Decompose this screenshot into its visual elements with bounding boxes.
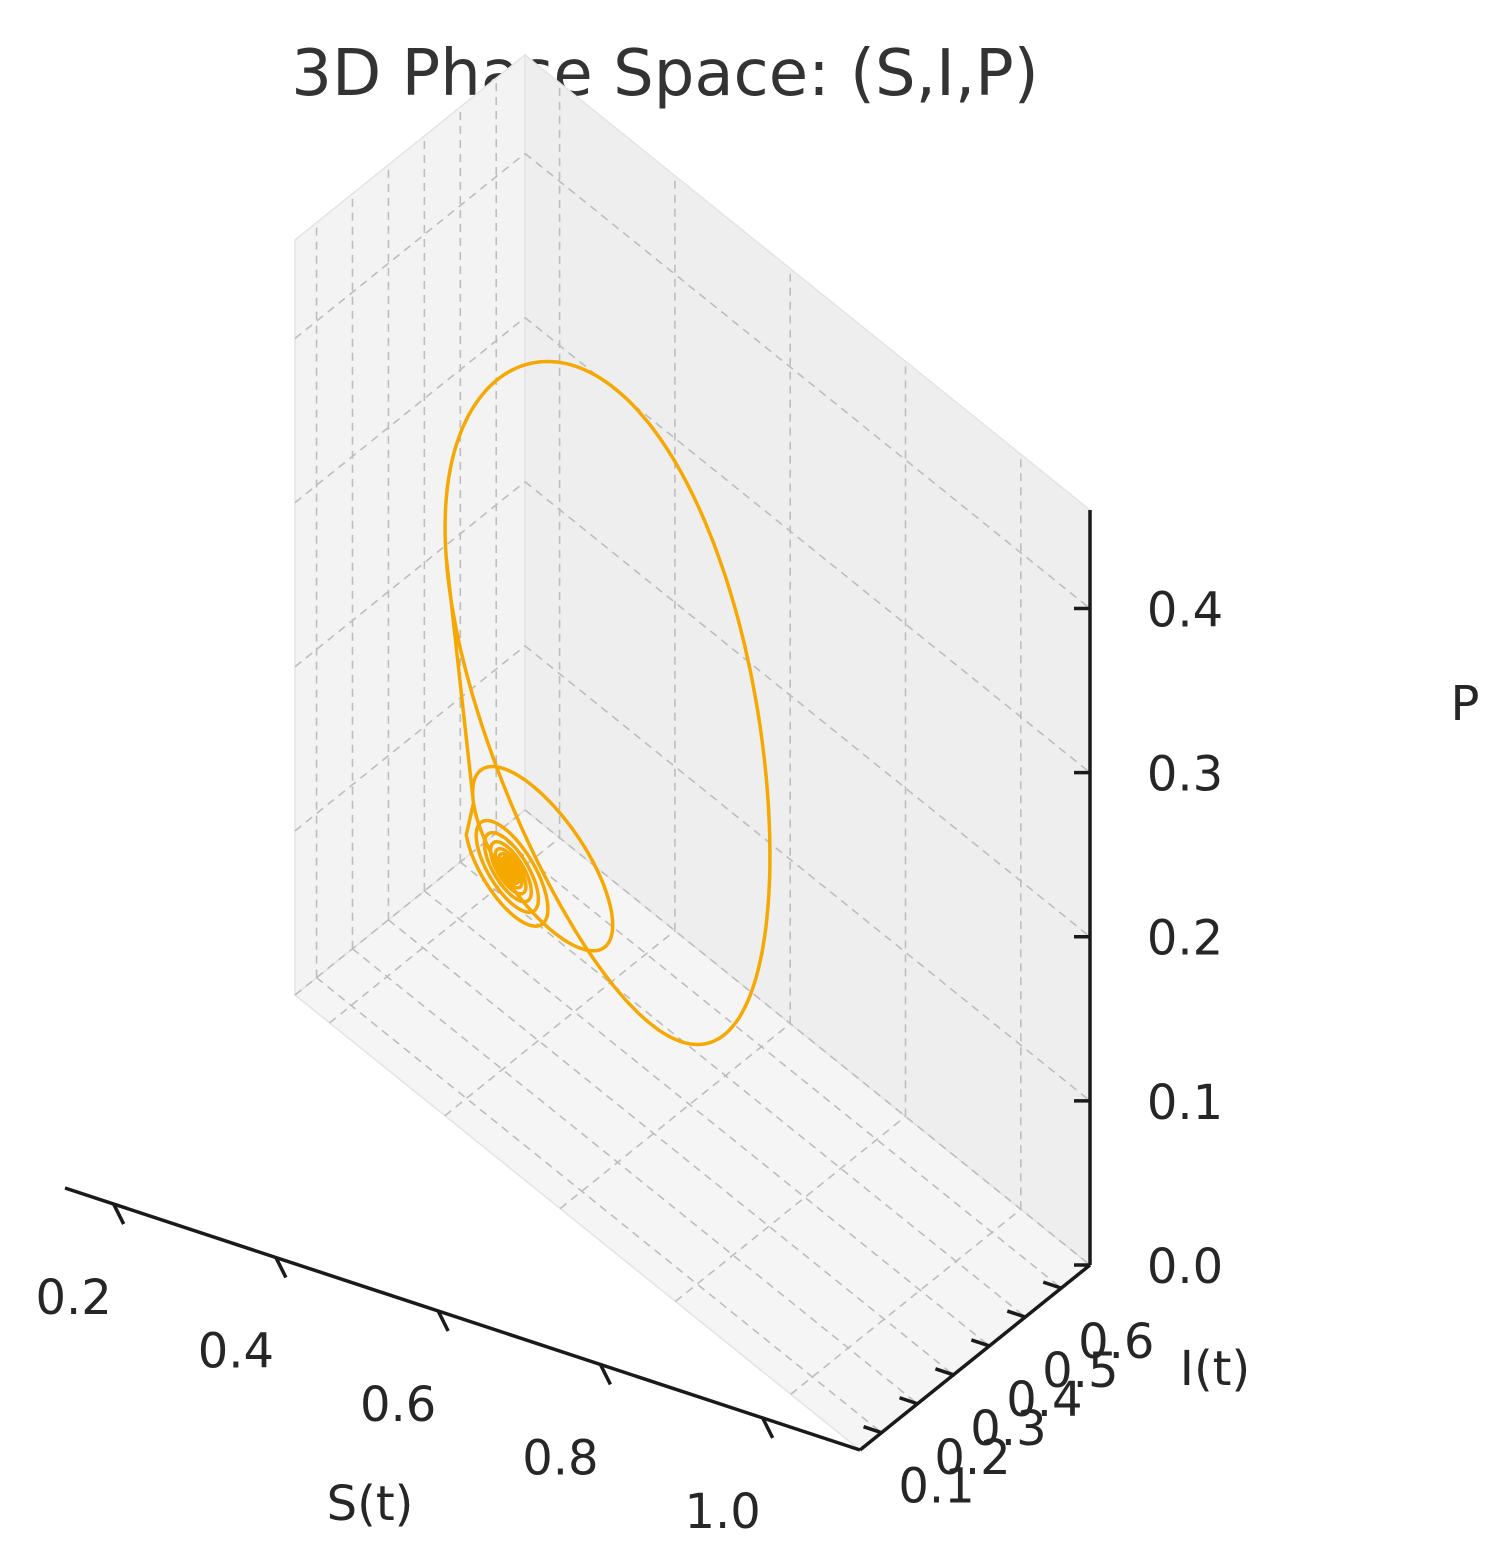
y-axis-label: I(t) (1180, 1341, 1250, 1397)
grid-side-z (294, 316, 526, 504)
grid-back-z (524, 316, 1091, 774)
y-tick-mark (863, 1424, 883, 1435)
tick-labels: 0.20.40.60.81.0 0.10.20.30.40.50.60.00.10… (36, 582, 1224, 1539)
trajectory-series (443, 359, 772, 1047)
chart-title: 3D Phase Space: (S,I,P) (291, 37, 1038, 111)
y-tick-mark (1042, 1280, 1062, 1290)
x-tick-mark (274, 1256, 288, 1279)
grid-floor-y (495, 832, 1062, 1289)
y-tick-mark (934, 1367, 954, 1377)
x-tick-mark (436, 1310, 450, 1332)
z-tick-label: 0.2 (1147, 911, 1223, 967)
x-tick-label: 0.2 (36, 1270, 112, 1326)
y-tick-label: 0.4 (1006, 1372, 1082, 1428)
z-tick-label: 0.1 (1147, 1075, 1223, 1131)
grid-floor-x (444, 930, 676, 1117)
y-tick-label: 0.3 (970, 1401, 1046, 1457)
y-tick-label: 0.6 (1078, 1314, 1154, 1370)
grid-floor-x (790, 1208, 1022, 1395)
grid-back-z (524, 481, 1091, 938)
grid-back-z (524, 645, 1091, 1102)
y-axis-line (858, 1263, 1092, 1452)
x-axis-label: S(t) (327, 1476, 414, 1532)
grid-floor-x (675, 1115, 907, 1303)
y-tick-label: 0.1 (898, 1459, 974, 1515)
x-tick-mark (598, 1363, 612, 1386)
trajectory-line (443, 359, 772, 1047)
x-tick-label: 0.6 (360, 1377, 436, 1433)
x-tick-label: 0.8 (522, 1430, 598, 1486)
x-tick-mark (761, 1417, 775, 1439)
grid-side-z (294, 481, 526, 668)
grid-floor-y (459, 861, 1026, 1318)
y-tick-mark (970, 1338, 990, 1348)
grid-side-z (294, 645, 526, 832)
z-tick-label: 0.4 (1147, 582, 1223, 638)
y-tick-label: 0.2 (934, 1430, 1010, 1486)
grid-floor-x (559, 1022, 791, 1210)
grid-lines (294, 78, 1091, 1434)
grid-floor-y (316, 977, 883, 1434)
x-tick-mark (112, 1203, 126, 1225)
y-tick-mark (1006, 1309, 1026, 1319)
y-tick-mark (898, 1396, 919, 1406)
z-axis-label: P (1451, 676, 1480, 732)
grid-side-z (294, 152, 526, 340)
axis-lines (64, 510, 1092, 1452)
grid-floor-y (351, 948, 919, 1405)
grid-back-z (524, 152, 1091, 610)
grid-floor-y (423, 890, 990, 1347)
x-axis-line (64, 1186, 861, 1452)
z-tick-label: 0.0 (1147, 1239, 1223, 1295)
y-tick-label: 0.5 (1042, 1343, 1118, 1399)
grid-floor-y (387, 919, 954, 1376)
x-tick-label: 0.4 (198, 1324, 274, 1380)
grid-back-z (524, 809, 1091, 1266)
z-tick-label: 0.3 (1147, 747, 1223, 803)
x-tick-label: 1.0 (684, 1484, 760, 1540)
axis-panes (293, 53, 1092, 1451)
